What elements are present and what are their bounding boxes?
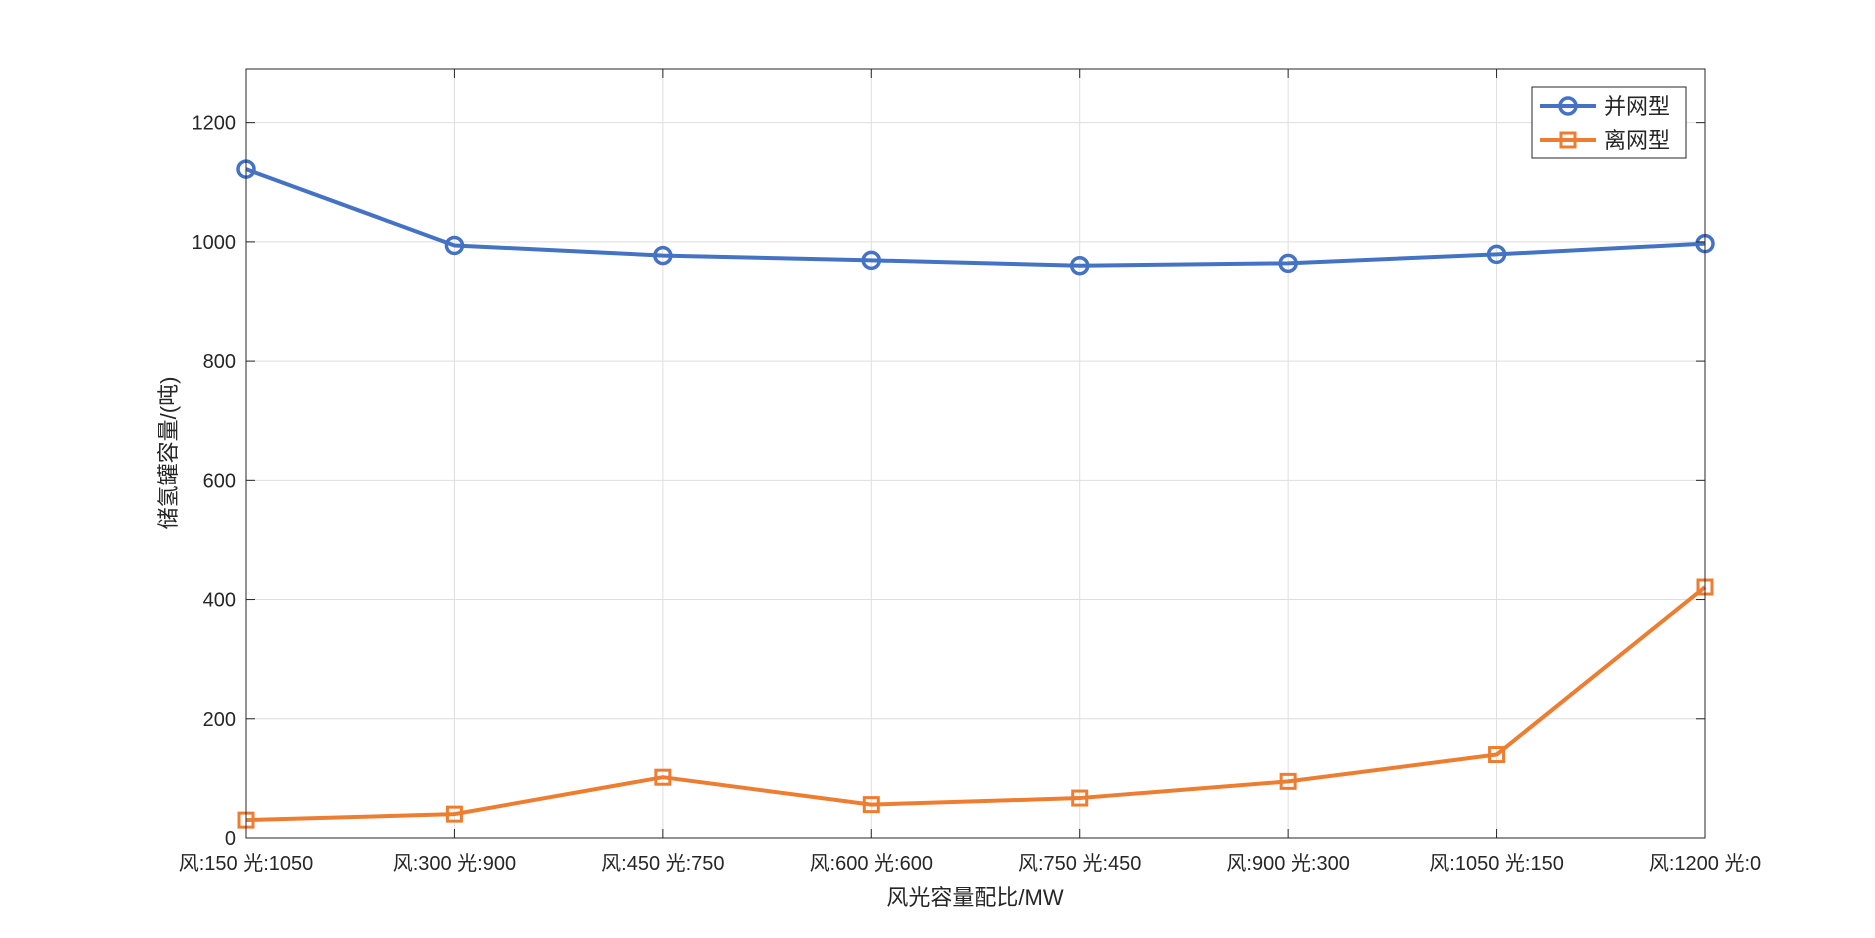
grid <box>245 69 1706 839</box>
data-point-1 <box>862 796 880 814</box>
legend-box <box>1531 86 1687 159</box>
x-tick-label: 风:1050 光:150 <box>1429 852 1564 875</box>
data-point-1 <box>1488 746 1506 764</box>
data-point-1 <box>1071 789 1089 807</box>
x-axis-title: 风光容量配比/MW <box>886 885 1063 910</box>
series-line-1 <box>245 585 1707 823</box>
data-point-1 <box>445 805 463 823</box>
legend-label-offgrid: 离网型 <box>1604 128 1670 153</box>
x-tick-label: 风:750 光:450 <box>1018 852 1141 875</box>
y-tick-label: 600 <box>203 470 236 492</box>
y-tick-label: 400 <box>203 590 236 612</box>
data-point-0 <box>861 250 882 271</box>
plot-frame <box>245 68 1706 839</box>
x-tick-label: 风:1200 光:0 <box>1649 852 1761 875</box>
legend-marker-grid <box>1558 96 1578 116</box>
data-point-0 <box>1486 244 1507 265</box>
series-line-0 <box>245 167 1706 268</box>
y-tick-label: 1200 <box>192 113 237 135</box>
x-tick-label: 风:900 光:300 <box>1226 852 1349 875</box>
data-point-0 <box>1278 253 1298 274</box>
data-point-1 <box>1279 772 1297 790</box>
x-tick-label: 风:300 光:900 <box>393 852 516 875</box>
y-axis-title: 储氢罐容量/(吨) <box>156 377 181 530</box>
tick-labels: 风:150 光:1050 风:300 光:900 风:450 光:750 风:600 … <box>179 113 1761 875</box>
data-point-0 <box>1069 255 1090 276</box>
legend-label-grid: 并网型 <box>1604 94 1670 119</box>
y-tick-label: 800 <box>203 351 236 373</box>
y-tick-label: 200 <box>203 709 236 731</box>
ticks <box>245 69 1706 839</box>
legend: 并网型 离网型 <box>1531 86 1687 159</box>
y-tick-label: 1000 <box>192 232 237 254</box>
x-tick-label: 风:150 光:1050 <box>179 852 314 875</box>
x-tick-label: 风:600 光:600 <box>810 852 933 875</box>
plot-area <box>246 69 1705 838</box>
data-point-0 <box>444 235 465 256</box>
data-point-0 <box>653 245 673 266</box>
data-point-1 <box>654 768 672 786</box>
y-tick-label: 0 <box>225 828 236 850</box>
x-tick-label: 风:450 光:750 <box>601 852 724 875</box>
legend-marker-offgrid <box>1559 131 1577 149</box>
